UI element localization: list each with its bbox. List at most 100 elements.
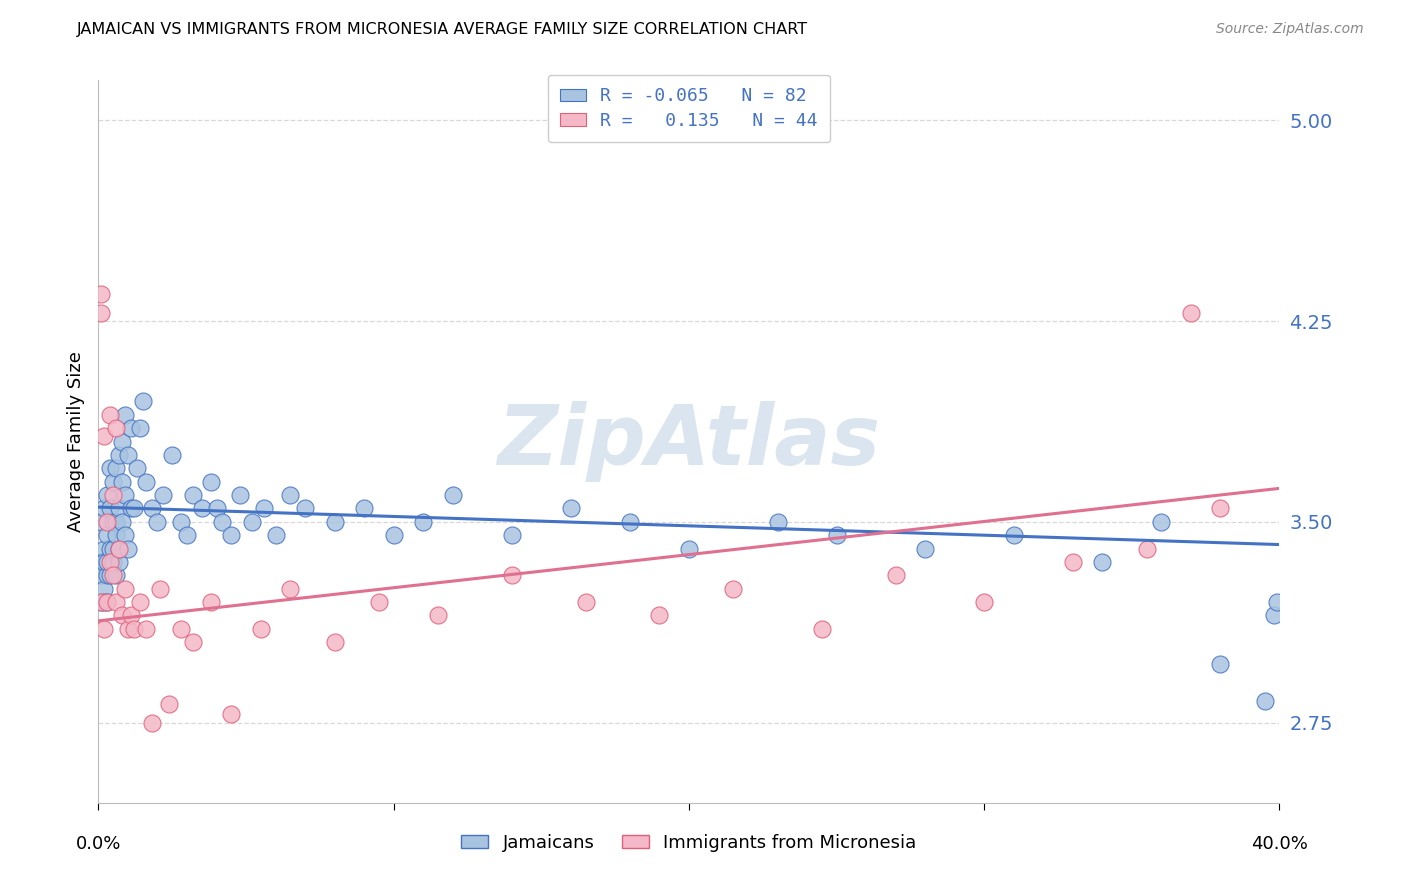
- Point: [229, 488, 252, 502]
- Point: [205, 501, 228, 516]
- Point: [98, 408, 121, 422]
- Point: [93, 622, 115, 636]
- Point: [264, 528, 287, 542]
- Point: [111, 608, 134, 623]
- Point: [170, 515, 193, 529]
- Point: [181, 488, 204, 502]
- Point: [90, 595, 112, 609]
- Point: [221, 707, 243, 722]
- Point: [108, 541, 131, 556]
- Point: [176, 528, 198, 542]
- Point: [103, 568, 125, 582]
- Point: [96, 488, 118, 502]
- Point: [810, 622, 832, 636]
- Point: [501, 568, 523, 582]
- Point: [441, 488, 464, 502]
- Point: [766, 515, 789, 529]
- Text: 0.0%: 0.0%: [76, 835, 121, 853]
- Point: [96, 555, 118, 569]
- Point: [294, 501, 316, 516]
- Point: [152, 488, 174, 502]
- Point: [501, 528, 523, 542]
- Point: [723, 582, 745, 596]
- Point: [280, 488, 302, 502]
- Point: [105, 421, 128, 435]
- Point: [120, 501, 142, 516]
- Point: [914, 541, 936, 556]
- Point: [96, 595, 118, 609]
- Point: [90, 555, 112, 569]
- Point: [93, 501, 115, 516]
- Point: [93, 582, 115, 596]
- Point: [114, 582, 136, 596]
- Point: [200, 475, 222, 489]
- Point: [141, 501, 163, 516]
- Point: [250, 622, 273, 636]
- Point: [103, 541, 125, 556]
- Point: [135, 622, 157, 636]
- Point: [619, 515, 641, 529]
- Point: [96, 515, 118, 529]
- Point: [90, 568, 112, 582]
- Y-axis label: Average Family Size: Average Family Size: [66, 351, 84, 532]
- Point: [382, 528, 405, 542]
- Point: [93, 555, 115, 569]
- Point: [111, 475, 134, 489]
- Point: [114, 528, 136, 542]
- Point: [120, 421, 142, 435]
- Point: [825, 528, 848, 542]
- Point: [221, 528, 243, 542]
- Point: [108, 555, 131, 569]
- Point: [114, 408, 136, 422]
- Point: [191, 501, 214, 516]
- Point: [105, 528, 128, 542]
- Point: [1254, 694, 1277, 708]
- Point: [1002, 528, 1025, 542]
- Point: [103, 475, 125, 489]
- Point: [253, 501, 276, 516]
- Point: [114, 488, 136, 502]
- Point: [90, 515, 112, 529]
- Point: [98, 541, 121, 556]
- Point: [98, 555, 121, 569]
- Point: [648, 608, 671, 623]
- Point: [93, 541, 115, 556]
- Text: ZipAtlas: ZipAtlas: [498, 401, 880, 482]
- Point: [211, 515, 233, 529]
- Point: [678, 541, 700, 556]
- Point: [122, 501, 145, 516]
- Point: [181, 635, 204, 649]
- Point: [1209, 501, 1232, 516]
- Point: [108, 448, 131, 462]
- Point: [132, 394, 155, 409]
- Point: [1265, 595, 1288, 609]
- Point: [122, 622, 145, 636]
- Point: [427, 608, 450, 623]
- Point: [1062, 555, 1084, 569]
- Point: [98, 568, 121, 582]
- Point: [96, 568, 118, 582]
- Point: [108, 501, 131, 516]
- Point: [108, 541, 131, 556]
- Point: [1209, 657, 1232, 671]
- Point: [125, 461, 148, 475]
- Point: [1263, 608, 1285, 623]
- Point: [93, 595, 115, 609]
- Point: [368, 595, 391, 609]
- Point: [90, 306, 112, 320]
- Point: [105, 568, 128, 582]
- Point: [412, 515, 434, 529]
- Point: [111, 515, 134, 529]
- Point: [120, 608, 142, 623]
- Point: [90, 595, 112, 609]
- Point: [103, 488, 125, 502]
- Point: [105, 595, 128, 609]
- Point: [98, 461, 121, 475]
- Point: [117, 541, 139, 556]
- Point: [170, 622, 193, 636]
- Point: [93, 429, 115, 443]
- Point: [240, 515, 263, 529]
- Point: [103, 515, 125, 529]
- Point: [146, 515, 169, 529]
- Point: [1180, 306, 1202, 320]
